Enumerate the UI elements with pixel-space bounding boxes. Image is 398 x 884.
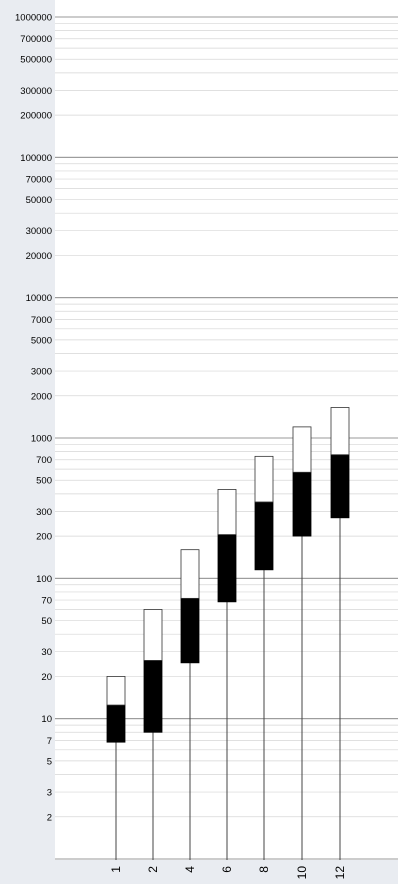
y-tick-label: 2 <box>47 812 52 823</box>
x-tick-label: 4 <box>183 866 197 873</box>
x-tick-label: 8 <box>257 866 271 873</box>
y-tick-label: 200000 <box>20 111 52 122</box>
bar-upper-segment-12 <box>330 407 350 456</box>
y-tick-label: 50000 <box>26 195 52 206</box>
bar-lower-segment-10 <box>292 471 312 537</box>
y-tick-label: 7 <box>47 736 52 747</box>
y-tick-label: 1000 <box>31 434 52 445</box>
bar-upper-segment-10 <box>292 426 312 473</box>
y-tick-label: 500000 <box>20 55 52 66</box>
bar-lower-segment-8 <box>254 501 274 571</box>
bar-upper-segment-6 <box>217 489 237 535</box>
x-tick-label: 2 <box>146 866 160 873</box>
y-tick-label: 1000000 <box>15 13 52 24</box>
bar-lower-segment-6 <box>217 534 237 603</box>
x-tick-label: 1 <box>109 866 123 873</box>
y-tick-label: 5 <box>47 756 52 767</box>
whisker-lines <box>115 517 341 860</box>
x-tick-label: 12 <box>333 866 347 879</box>
bar-upper-segment-1 <box>106 676 126 706</box>
y-tick-label: 200 <box>36 532 52 543</box>
y-tick-label: 3 <box>47 788 52 799</box>
y-tick-label: 700000 <box>20 34 52 45</box>
y-tick-label: 2000 <box>31 391 52 402</box>
bar-lower-segment-1 <box>106 704 126 743</box>
y-tick-label: 300 <box>36 507 52 518</box>
y-tick-label: 30 <box>41 647 52 658</box>
y-tick-label: 5000 <box>31 335 52 346</box>
bar-upper-segment-4 <box>180 549 200 599</box>
x-tick-label: 10 <box>295 866 309 879</box>
y-tick-label: 500 <box>36 476 52 487</box>
y-tick-label: 70000 <box>26 175 52 186</box>
y-tick-label: 20000 <box>26 251 52 262</box>
range-bars <box>106 407 350 743</box>
bar-lower-segment-2 <box>143 660 163 733</box>
y-axis-tick-labels: 1000000 700000 500000 300000 200000 100000 700… <box>15 13 52 824</box>
bar-lower-segment-12 <box>330 454 350 519</box>
bar-lower-segment-4 <box>180 597 200 664</box>
y-tick-label: 70 <box>41 596 52 607</box>
y-tick-label: 100000 <box>20 153 52 164</box>
y-tick-label: 20 <box>41 672 52 683</box>
bar-upper-segment-2 <box>143 609 163 661</box>
y-tick-label: 10000 <box>26 293 52 304</box>
y-tick-label: 50 <box>41 616 52 627</box>
y-tick-label: 100 <box>36 574 52 585</box>
bar-upper-segment-8 <box>254 455 274 503</box>
y-tick-label: 7000 <box>31 315 52 326</box>
y-tick-label: 10 <box>41 714 52 725</box>
y-tick-label: 300000 <box>20 86 52 97</box>
x-tick-label: 6 <box>220 866 234 873</box>
x-axis-tick-labels: 1 2 4 6 8 10 12 <box>109 866 347 880</box>
y-tick-label: 30000 <box>26 226 52 237</box>
y-tick-label: 3000 <box>31 367 52 378</box>
y-tick-label: 700 <box>36 455 52 466</box>
